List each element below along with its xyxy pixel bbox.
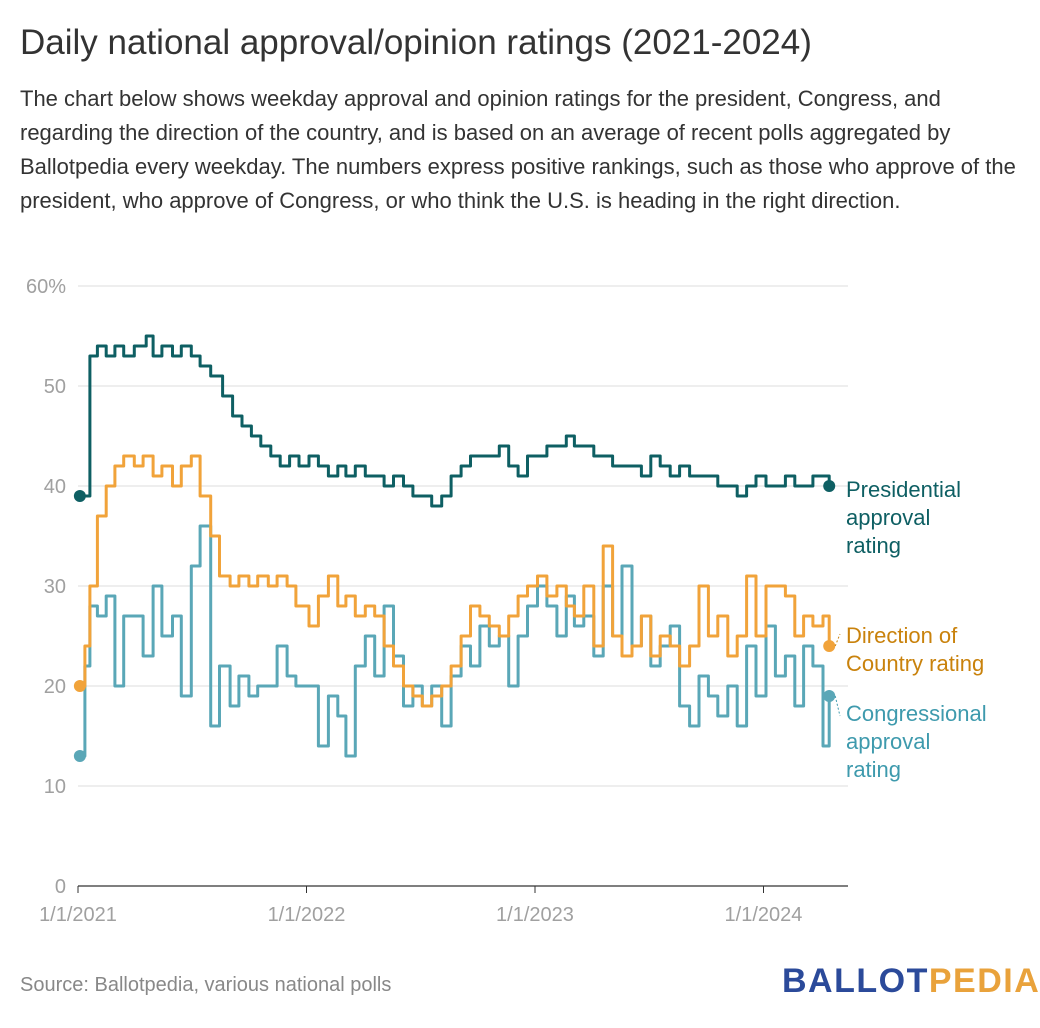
series-end-point-congressional	[823, 690, 836, 702]
x-tick-label: 1/1/2022	[268, 904, 346, 926]
x-axis-ticks: 1/1/2021 1/1/2022 1/1/2023 1/1/2024	[39, 886, 802, 926]
series-start-point-direction	[73, 680, 86, 692]
series-label-line: rating	[846, 533, 901, 558]
gridlines	[78, 285, 848, 887]
ballotpedia-logo: BALLOTPEDIA	[782, 962, 1040, 1001]
series-label-line: Direction of	[846, 623, 958, 648]
series-label-line: approval	[846, 729, 930, 754]
chart-title: Daily national approval/opinion ratings …	[20, 23, 812, 62]
y-tick-label: 10	[44, 776, 66, 798]
series-label-line: Presidential	[846, 477, 961, 502]
series-label-line: rating	[846, 757, 901, 782]
series-labels: Presidential approval rating Direction of Co…	[834, 477, 987, 782]
x-tick-label: 1/1/2023	[496, 904, 574, 926]
x-tick-label: 1/1/2024	[725, 904, 803, 926]
y-axis-ticks: 0 10 20 30 40 50 60%	[26, 276, 66, 898]
y-tick-label: 30	[44, 576, 66, 598]
x-tick-label: 1/1/2021	[39, 904, 117, 926]
chart-description: The chart below shows weekday approval a…	[20, 86, 1016, 213]
y-tick-label: 0	[55, 876, 66, 898]
series-start-point-congressional	[73, 750, 86, 762]
source-note: Source: Ballotpedia, various national po…	[20, 974, 392, 996]
y-tick-label: 20	[44, 676, 66, 698]
y-tick-label: 50	[44, 376, 66, 398]
series-line-direction	[79, 454, 831, 708]
series-end-point-direction	[823, 640, 836, 652]
series-end-point-presidential	[823, 480, 836, 492]
series-label-connector-congressional	[834, 695, 841, 717]
logo-part-ballot: BALLOT	[782, 962, 929, 1000]
series-label-line: Congressional	[846, 701, 987, 726]
series-label-line: approval	[846, 505, 930, 530]
series-start-point-presidential	[73, 490, 86, 502]
series-label-direction: Direction of Country rating	[846, 623, 984, 676]
y-tick-label: 60%	[26, 276, 66, 298]
series-line-congressional	[79, 524, 831, 758]
series-label-connector-direction	[834, 633, 841, 647]
series-label-presidential: Presidential approval rating	[846, 477, 961, 558]
logo-part-pedia: PEDIA	[928, 962, 1040, 1000]
series-lines	[73, 334, 836, 762]
series-line-presidential	[79, 334, 831, 508]
y-tick-label: 40	[44, 476, 66, 498]
series-label-congressional: Congressional approval rating	[846, 701, 987, 782]
series-label-line: Country rating	[846, 651, 984, 676]
